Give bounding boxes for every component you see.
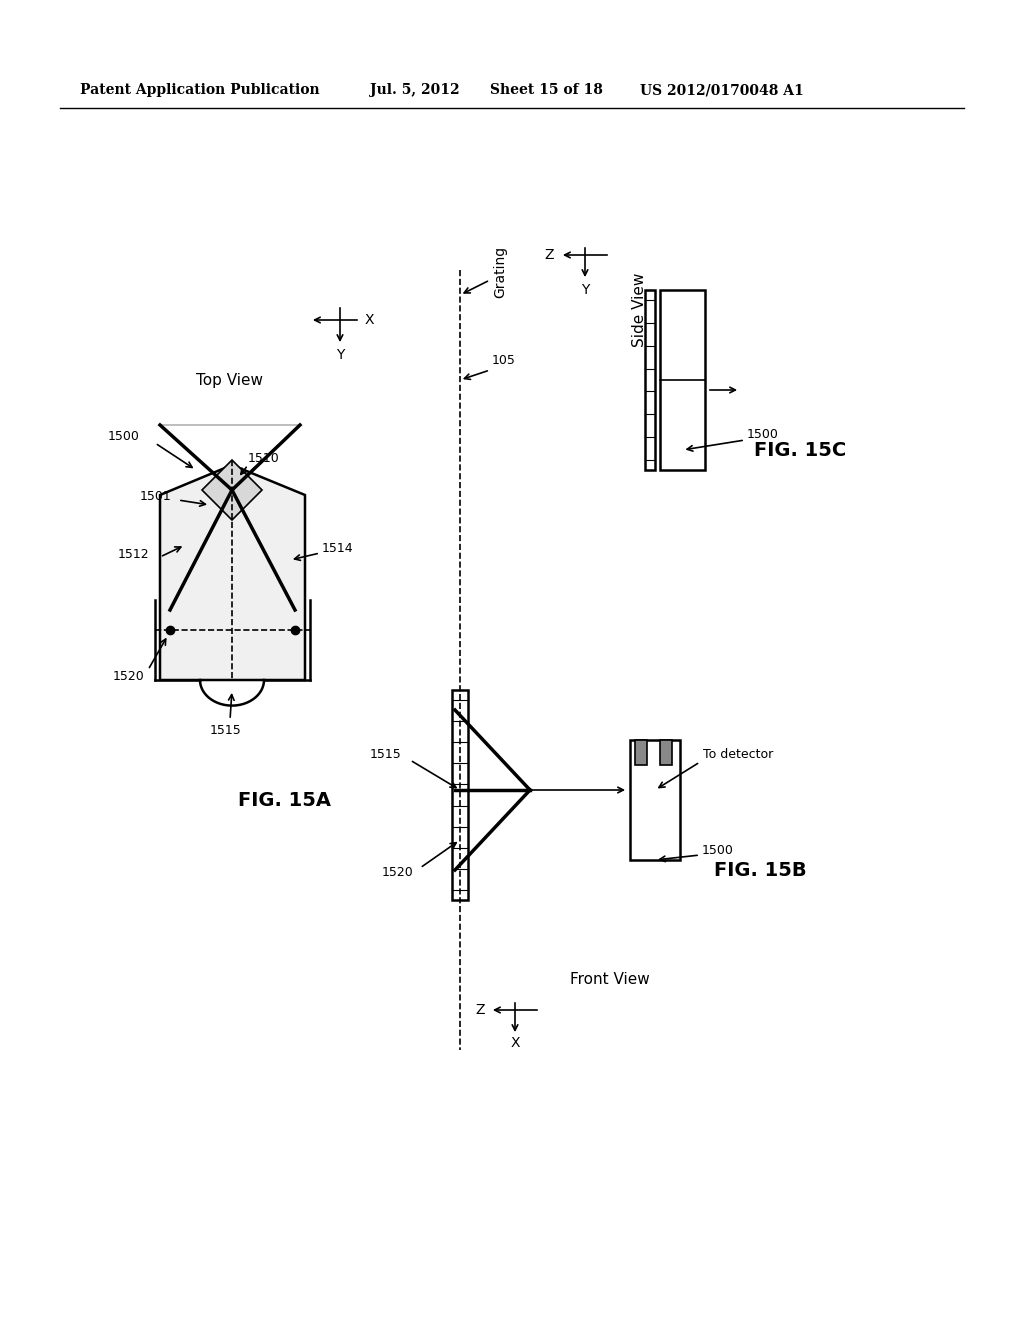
FancyBboxPatch shape — [645, 290, 655, 470]
Text: 1500: 1500 — [746, 429, 779, 441]
Text: Top View: Top View — [197, 372, 263, 388]
Text: Side View: Side View — [633, 273, 647, 347]
Text: 105: 105 — [492, 354, 516, 367]
Text: 1520: 1520 — [113, 671, 144, 684]
Text: Jul. 5, 2012: Jul. 5, 2012 — [370, 83, 460, 96]
Text: FIG. 15B: FIG. 15B — [714, 861, 806, 879]
Text: Z: Z — [545, 248, 554, 261]
Text: Y: Y — [581, 282, 589, 297]
Text: To detector: To detector — [703, 748, 773, 762]
Text: Patent Application Publication: Patent Application Publication — [80, 83, 319, 96]
Text: FIG. 15C: FIG. 15C — [754, 441, 846, 459]
Text: Grating: Grating — [493, 246, 507, 298]
Text: Sheet 15 of 18: Sheet 15 of 18 — [490, 83, 603, 96]
Text: 1510: 1510 — [248, 451, 280, 465]
Text: X: X — [510, 1036, 520, 1049]
FancyBboxPatch shape — [630, 741, 680, 861]
Text: 1500: 1500 — [702, 843, 734, 857]
Text: X: X — [365, 313, 375, 327]
Text: 1501: 1501 — [140, 491, 172, 503]
FancyBboxPatch shape — [635, 741, 647, 766]
Text: FIG. 15A: FIG. 15A — [239, 791, 332, 809]
Polygon shape — [160, 465, 305, 680]
Text: Front View: Front View — [570, 973, 650, 987]
Text: 1515: 1515 — [210, 723, 242, 737]
Text: Z: Z — [475, 1003, 485, 1016]
Text: US 2012/0170048 A1: US 2012/0170048 A1 — [640, 83, 804, 96]
Polygon shape — [202, 459, 262, 520]
FancyBboxPatch shape — [660, 741, 672, 766]
Text: 1520: 1520 — [382, 866, 414, 879]
Text: 1500: 1500 — [108, 430, 140, 444]
FancyBboxPatch shape — [452, 690, 468, 900]
Text: 1515: 1515 — [370, 747, 401, 760]
Text: Y: Y — [336, 348, 344, 362]
FancyBboxPatch shape — [660, 290, 705, 470]
Text: 1514: 1514 — [322, 541, 353, 554]
Text: 1512: 1512 — [118, 549, 150, 561]
